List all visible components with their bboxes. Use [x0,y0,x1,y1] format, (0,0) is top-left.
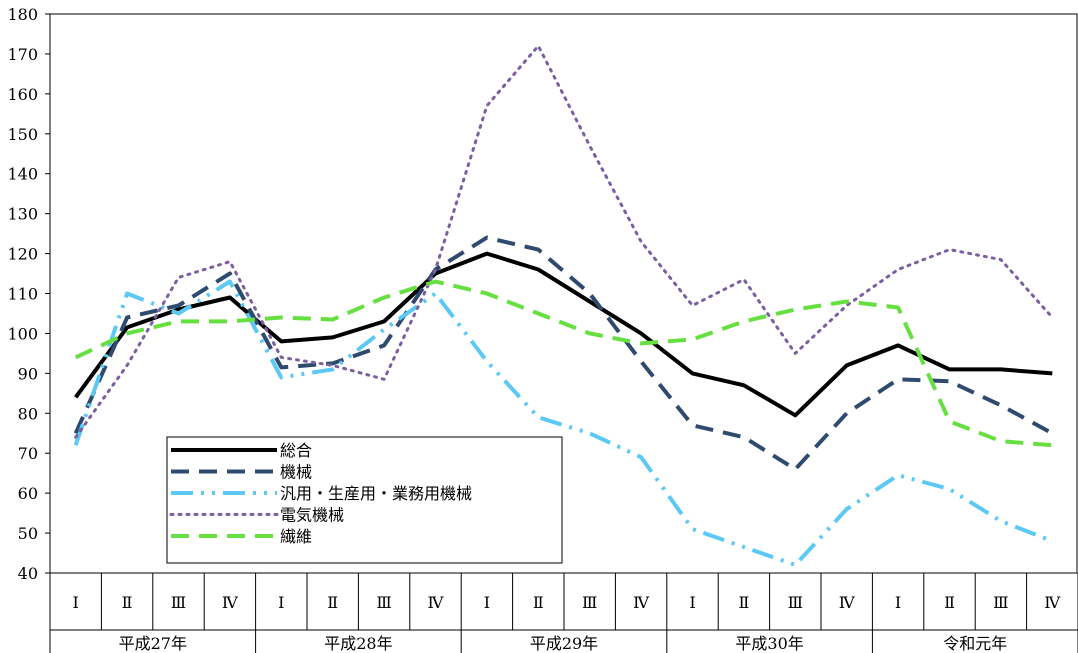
x-axis: Ⅰ Ⅱ Ⅲ Ⅳ Ⅰ Ⅱ Ⅲ Ⅳ Ⅰ Ⅱ Ⅲ Ⅳ Ⅰ Ⅱ Ⅲ Ⅳ Ⅰ Ⅱ Ⅲ Ⅳ 平成27年 平成28年 平成29年 平成30年… [49,573,1078,653]
y-tick-label: 50 [18,524,38,543]
y-tick-label: 180 [7,5,38,24]
y-tick-label: 170 [7,45,38,64]
x-tick-label-year: 平成29年 [530,634,598,653]
series-line-5 [74,279,1053,448]
x-tick-label-quarter: Ⅳ [839,593,856,612]
y-tick-label: 70 [18,444,38,463]
x-tick-label-quarter: Ⅲ [376,593,391,612]
y-tick-label: 90 [18,364,38,383]
x-tick-label-quarter: Ⅱ [327,593,338,612]
x-tick-label-quarter: Ⅱ [122,593,133,612]
legend-label: 総合 [280,441,312,460]
y-tick-label: 40 [18,564,38,583]
y-tick-label: 60 [18,484,38,503]
y-tick-label: 120 [7,245,38,264]
x-tick-label-quarter: Ⅰ [278,593,284,612]
x-tick-label-quarter: Ⅰ [689,593,695,612]
x-tick-label-quarter: Ⅰ [73,593,79,612]
x-tick-label-quarter: Ⅳ [428,593,445,612]
y-tick-label: 140 [7,165,38,184]
y-axis: 40 50 60 70 80 90 100 110 120 130 140 150 160 170 180 [7,5,50,583]
y-tick-label: 160 [7,85,38,104]
x-tick-label-year: 平成30年 [735,634,803,653]
legend-label: 機械 [280,463,312,482]
x-tick-label-year: 令和元年 [943,634,1007,653]
x-tick-label-quarter: Ⅳ [222,593,239,612]
legend-box [166,436,563,564]
legend-label: 汎用・生産用・業務用機械 [280,484,472,503]
x-tick-label-quarter: Ⅲ [582,593,597,612]
legend-label: 電気機械 [280,506,344,525]
x-tick-label-quarter: Ⅳ [1044,593,1061,612]
x-tick-label-year: 平成27年 [119,634,187,653]
y-tick-label: 110 [7,285,38,304]
series-line-3 [73,279,1054,567]
x-tick-label-quarter: Ⅰ [484,593,490,612]
x-tick-label-quarter: Ⅲ [993,593,1008,612]
series-line-1 [74,251,1053,418]
x-tick-label-quarter: Ⅱ [533,593,544,612]
y-tick-label: 130 [7,205,38,224]
y-tick-label: 150 [7,125,38,144]
y-tick-label: 100 [7,324,38,343]
x-tick-label-quarter: Ⅲ [788,593,803,612]
x-tick-label-quarter: Ⅲ [171,593,186,612]
legend-label: 繊維 [280,527,312,546]
series-line-2 [73,235,1054,472]
x-tick-label-quarter: Ⅰ [895,593,901,612]
y-tick-label: 80 [18,404,38,423]
series-layer [73,44,1054,567]
x-tick-label-year: 平成28年 [324,634,392,653]
x-tick-label-quarter: Ⅱ [944,593,955,612]
series-line-4 [74,44,1054,439]
x-tick-label-quarter: Ⅱ [738,593,749,612]
x-tick-label-quarter: Ⅳ [633,593,650,612]
